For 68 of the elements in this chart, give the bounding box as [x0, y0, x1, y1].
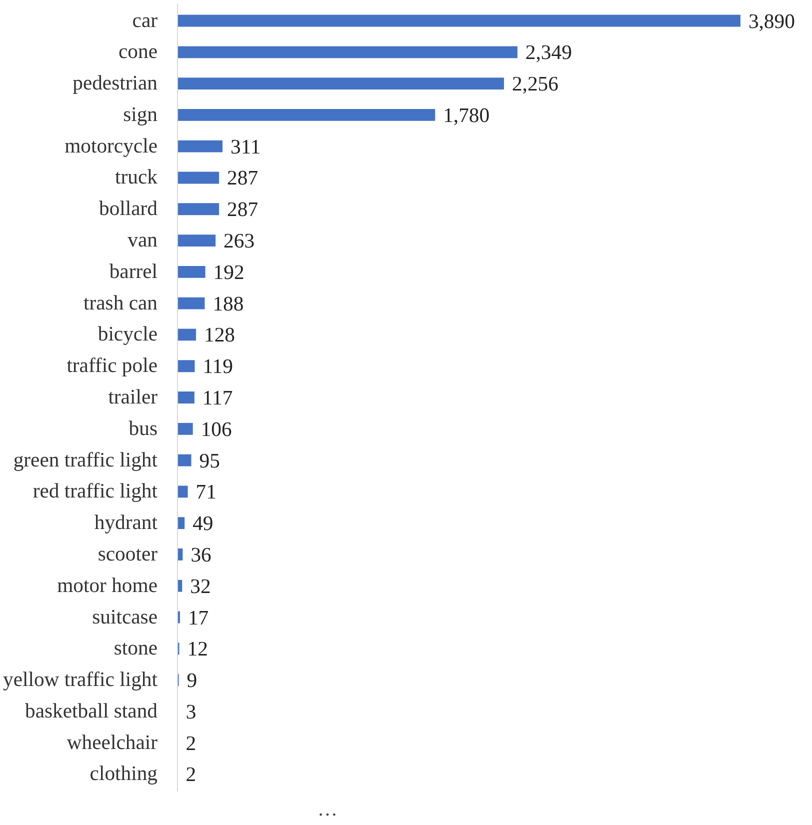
y-tick-label: clothing	[90, 763, 158, 786]
bar	[178, 392, 194, 404]
text: …	[318, 798, 338, 820]
y-tick-label: hydrant	[94, 512, 158, 534]
data-label: 117	[202, 388, 233, 410]
y-tick-label: sign	[123, 104, 158, 126]
data-label: 2,349	[525, 42, 572, 64]
data-label: 3	[186, 701, 196, 724]
bar	[178, 454, 192, 466]
bar	[178, 140, 223, 152]
y-tick-label: bicycle	[98, 324, 158, 346]
y-tick-label: pedestrian	[72, 72, 158, 95]
bar	[178, 486, 188, 498]
y-tick-label: red traffic light	[32, 480, 158, 503]
bar	[178, 422, 193, 435]
y-tick-label: motorcycle	[64, 135, 158, 158]
bar	[178, 234, 216, 246]
data-label: 2	[186, 764, 196, 786]
y-tick-label: trailer	[108, 386, 158, 408]
data-label: 311	[230, 136, 261, 158]
data-label: 1,780	[443, 104, 490, 127]
bar	[178, 46, 518, 58]
bar	[178, 517, 185, 530]
data-label: 287	[227, 199, 258, 222]
bar	[178, 266, 206, 278]
y-tick-label: truck	[115, 166, 158, 189]
data-label: 119	[202, 356, 233, 378]
data-label: 49	[192, 513, 214, 536]
y-tick-label: car	[132, 10, 158, 32]
y-tick-label: traffic pole	[66, 355, 158, 378]
y-tick-label: cone	[118, 41, 158, 64]
data-label: 32	[190, 576, 211, 598]
data-label: 9	[186, 670, 198, 692]
data-label: 287	[227, 168, 258, 190]
y-tick-label: trash can	[84, 292, 158, 314]
y-tick-label: green traffic light	[13, 449, 158, 472]
bar	[178, 172, 220, 184]
y-tick-label: bollard	[98, 198, 158, 220]
bar	[178, 14, 740, 27]
y-tick-label: bus	[128, 418, 158, 440]
data-label: 3,890	[748, 10, 795, 33]
y-tick-label: van	[128, 230, 158, 252]
y-tick-label: scooter	[98, 543, 158, 566]
y-tick-label: yellow traffic light	[3, 669, 158, 692]
y-tick-label: basketball stand	[24, 700, 158, 722]
data-label: 2,256	[512, 74, 558, 96]
data-label: 71	[196, 482, 216, 504]
data-label: 17	[188, 607, 209, 630]
y-tick-label: suitcase	[92, 606, 158, 628]
bar	[178, 328, 196, 341]
data-label: 263	[224, 230, 255, 253]
y-tick-label: motor home	[57, 574, 158, 597]
bar	[178, 203, 220, 216]
data-label: 106	[200, 418, 232, 441]
data-label: 188	[212, 293, 244, 316]
bar	[178, 360, 195, 372]
data-label: 128	[204, 324, 236, 347]
y-tick-label: barrel	[109, 260, 158, 283]
data-label: 192	[213, 262, 244, 284]
bar	[178, 108, 436, 121]
data-label: 12	[187, 638, 208, 661]
y-tick-label: wheelchair	[66, 732, 158, 754]
y-tick-label: stone	[114, 638, 158, 660]
data-label: 95	[199, 450, 220, 472]
data-label: 2	[186, 732, 196, 755]
data-label: 36	[190, 544, 212, 566]
bar	[178, 78, 504, 90]
bar	[178, 297, 205, 310]
